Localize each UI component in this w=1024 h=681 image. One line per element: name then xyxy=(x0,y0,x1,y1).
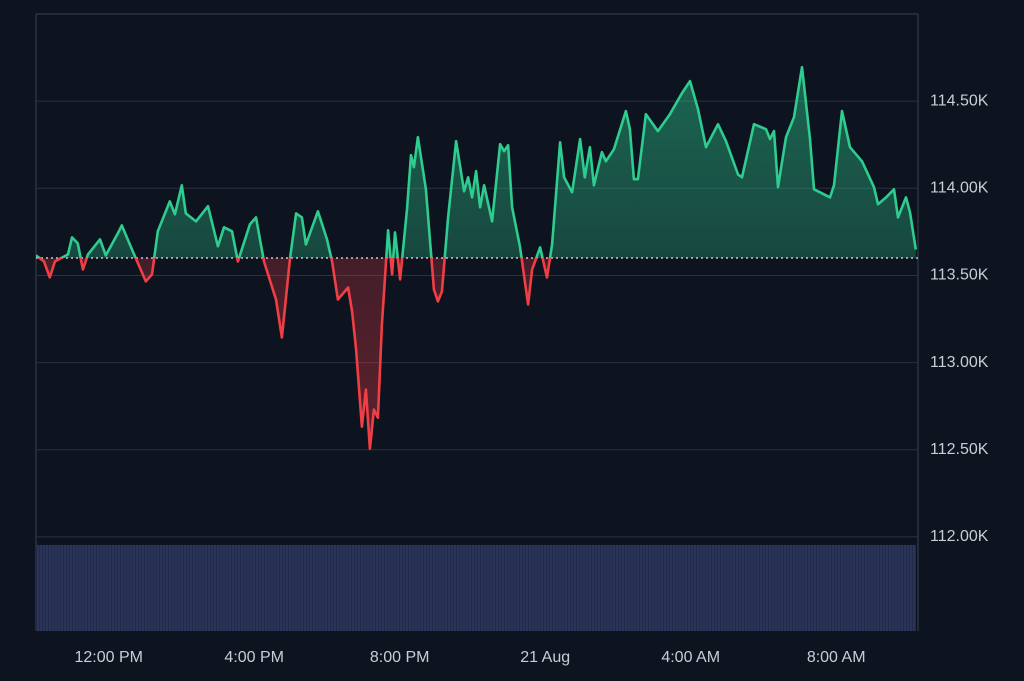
x-tick-label: 12:00 PM xyxy=(75,649,143,666)
y-tick-label: 114.00K xyxy=(930,180,989,197)
y-tick-label: 112.00K xyxy=(930,528,989,545)
x-tick-label: 21 Aug xyxy=(520,649,570,666)
price-line-up xyxy=(36,65,918,259)
y-tick-label: 113.00K xyxy=(930,354,989,371)
y-tick-label: 113.50K xyxy=(930,267,989,284)
area-up xyxy=(36,67,916,259)
x-tick-label: 8:00 PM xyxy=(370,649,430,666)
x-tick-label: 4:00 PM xyxy=(224,649,284,666)
volume-bars xyxy=(36,545,916,631)
y-tick-label: 112.50K xyxy=(930,441,989,458)
x-tick-label: 4:00 AM xyxy=(661,649,720,666)
x-tick-label: 8:00 AM xyxy=(807,649,866,666)
y-tick-label: 114.50K xyxy=(930,92,989,109)
